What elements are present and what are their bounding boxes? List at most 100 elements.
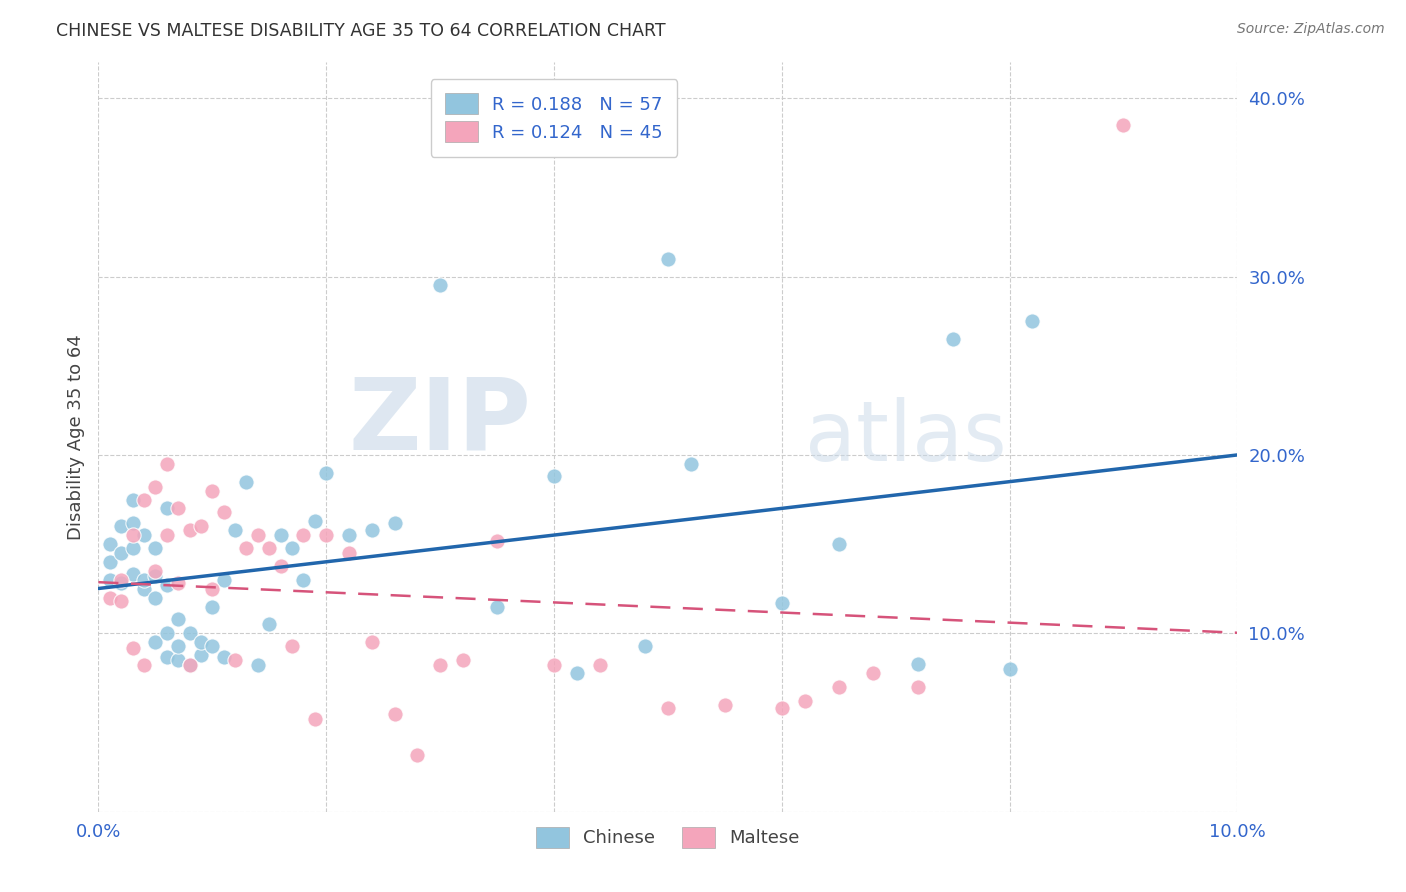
Point: [281, 541, 304, 555]
Text: ZIP: ZIP: [349, 374, 531, 471]
Point: [657, 252, 679, 266]
Point: [201, 483, 224, 498]
Point: [212, 573, 235, 587]
Point: [156, 528, 179, 542]
Point: [156, 457, 179, 471]
Point: [224, 653, 246, 667]
Point: [304, 712, 326, 726]
Point: [998, 662, 1021, 676]
Point: [246, 658, 269, 673]
Point: [235, 475, 257, 489]
Point: [657, 701, 679, 715]
Point: [167, 653, 190, 667]
Point: [942, 332, 965, 346]
Point: [828, 680, 851, 694]
Point: [98, 555, 121, 569]
Point: [145, 541, 167, 555]
Point: [145, 635, 167, 649]
Y-axis label: Disability Age 35 to 64: Disability Age 35 to 64: [66, 334, 84, 540]
Point: [406, 747, 429, 762]
Legend: Chinese, Maltese: Chinese, Maltese: [529, 820, 807, 855]
Point: [121, 528, 143, 542]
Point: [770, 596, 793, 610]
Point: [132, 492, 155, 507]
Point: [565, 665, 588, 680]
Point: [360, 635, 382, 649]
Text: Source: ZipAtlas.com: Source: ZipAtlas.com: [1237, 22, 1385, 37]
Point: [384, 516, 406, 530]
Point: [145, 564, 167, 578]
Point: [145, 569, 167, 583]
Point: [360, 523, 382, 537]
Point: [121, 567, 143, 582]
Point: [315, 466, 337, 480]
Point: [190, 648, 212, 662]
Point: [451, 653, 474, 667]
Point: [110, 594, 132, 608]
Point: [110, 576, 132, 591]
Point: [201, 599, 224, 614]
Point: [98, 591, 121, 605]
Point: [98, 537, 121, 551]
Point: [543, 658, 565, 673]
Point: [270, 558, 292, 573]
Point: [259, 541, 281, 555]
Point: [1112, 118, 1135, 132]
Point: [156, 649, 179, 664]
Point: [292, 528, 315, 542]
Point: [270, 528, 292, 542]
Point: [121, 541, 143, 555]
Point: [167, 501, 190, 516]
Point: [1021, 314, 1043, 328]
Point: [259, 617, 281, 632]
Point: [235, 541, 257, 555]
Point: [98, 573, 121, 587]
Point: [486, 599, 509, 614]
Point: [337, 528, 360, 542]
Point: [121, 492, 143, 507]
Point: [156, 578, 179, 592]
Point: [292, 573, 315, 587]
Point: [429, 278, 451, 293]
Point: [110, 573, 132, 587]
Point: [132, 582, 155, 596]
Point: [167, 612, 190, 626]
Point: [212, 505, 235, 519]
Point: [110, 519, 132, 533]
Point: [679, 457, 702, 471]
Point: [190, 635, 212, 649]
Point: [156, 501, 179, 516]
Point: [110, 546, 132, 560]
Point: [793, 694, 815, 708]
Point: [179, 658, 201, 673]
Point: [179, 523, 201, 537]
Point: [588, 658, 610, 673]
Point: [224, 523, 246, 537]
Text: CHINESE VS MALTESE DISABILITY AGE 35 TO 64 CORRELATION CHART: CHINESE VS MALTESE DISABILITY AGE 35 TO …: [56, 22, 666, 40]
Point: [121, 640, 143, 655]
Point: [828, 537, 851, 551]
Point: [179, 626, 201, 640]
Point: [543, 469, 565, 483]
Point: [770, 701, 793, 715]
Point: [486, 533, 509, 548]
Point: [907, 657, 929, 671]
Point: [714, 698, 737, 712]
Text: atlas: atlas: [804, 397, 1007, 477]
Point: [145, 480, 167, 494]
Point: [862, 665, 884, 680]
Point: [634, 639, 657, 653]
Point: [315, 528, 337, 542]
Point: [132, 658, 155, 673]
Point: [201, 639, 224, 653]
Point: [121, 516, 143, 530]
Point: [281, 639, 304, 653]
Point: [201, 582, 224, 596]
Point: [179, 658, 201, 673]
Point: [246, 528, 269, 542]
Point: [212, 649, 235, 664]
Point: [167, 639, 190, 653]
Point: [132, 573, 155, 587]
Point: [337, 546, 360, 560]
Point: [167, 576, 190, 591]
